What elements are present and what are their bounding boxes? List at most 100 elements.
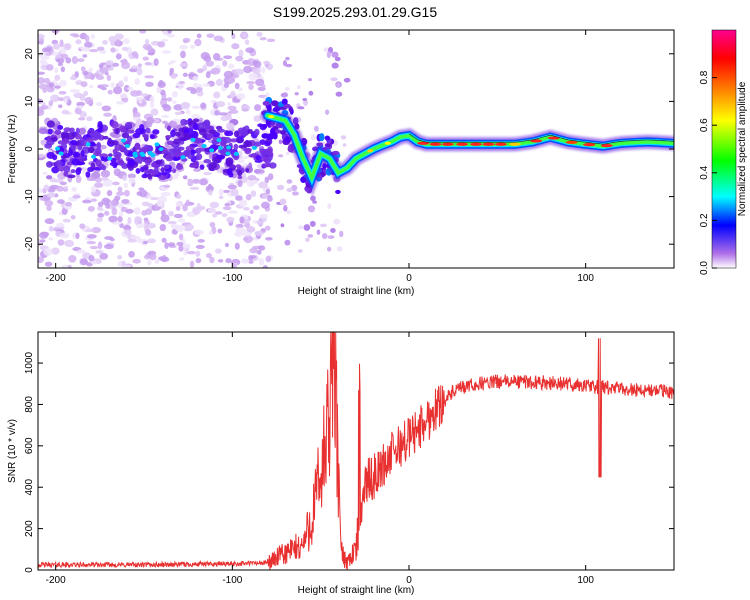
spectrogram-band-blob xyxy=(245,168,250,173)
spectrogram-noise-blob xyxy=(237,179,243,188)
spectrogram-band-blob xyxy=(46,135,51,142)
spectrogram-noise-blob xyxy=(117,215,123,223)
spectrogram-band-blob xyxy=(237,175,243,180)
spectrogram-noise-blob xyxy=(217,258,224,263)
spectrogram-noise-blob xyxy=(166,97,173,102)
spectrogram-noise-blob xyxy=(214,211,223,215)
spectrogram-noise-blob xyxy=(261,130,269,135)
spectrogram-noise-blob xyxy=(72,195,81,199)
spectrogram-noise-blob xyxy=(176,241,184,246)
spectrogram-noise-blob xyxy=(262,264,268,268)
spectrogram-noise-blob xyxy=(160,214,170,223)
spectrogram-noise-blob xyxy=(243,65,253,74)
spectrogram-noise-blob xyxy=(43,77,51,84)
spectrogram-noise-blob xyxy=(157,81,166,89)
spectrogram-band-blob xyxy=(115,127,120,135)
ridge-hotspot xyxy=(600,143,613,148)
spectrogram-band-peak xyxy=(180,155,186,160)
spectrogram-band-blob xyxy=(187,154,193,160)
spectrogram-noise-blob xyxy=(226,216,235,223)
spectrogram-noise-blob xyxy=(284,86,290,91)
spectrogram-band-peak xyxy=(124,143,130,148)
spectrogram-noise-blob xyxy=(294,92,299,96)
spectrogram-band-blob xyxy=(195,153,203,161)
spectrogram-band-blob xyxy=(160,167,165,173)
spectrogram-noise-blob xyxy=(88,254,95,262)
spectrogram-noise-blob xyxy=(45,46,52,53)
spectrogram-band-blob xyxy=(268,162,277,169)
spectrogram-noise-blob xyxy=(63,98,68,104)
ridge-hotspot xyxy=(429,142,442,146)
spectrogram-noise-blob xyxy=(44,200,54,207)
spectrogram-noise-blob xyxy=(243,206,250,211)
spectrogram-band-blob xyxy=(225,160,232,167)
spectrogram-noise-blob xyxy=(262,60,271,65)
spectrogram-noise-blob xyxy=(99,49,107,54)
spectrogram-noise-blob xyxy=(319,223,327,228)
spectrogram-band-peak xyxy=(120,138,126,143)
spectrogram-band-blob xyxy=(139,146,148,153)
spectrogram-noise-blob xyxy=(218,112,228,116)
spectrogram-noise-blob xyxy=(116,100,125,105)
spectrogram-noise-blob xyxy=(327,235,335,239)
spectrogram-noise-blob xyxy=(111,221,122,225)
spectrogram-noise-blob xyxy=(43,184,50,191)
spectrogram-noise-blob xyxy=(254,230,264,236)
spectrogram-noise-blob xyxy=(327,203,332,209)
colorbar-gradient xyxy=(711,29,737,269)
ridge-hotspot xyxy=(417,141,430,145)
spectrogram-noise-blob xyxy=(44,261,53,267)
colorbar-ticks: 0.0 0.2 0.4 0.6 0.8 xyxy=(699,70,717,275)
spectrogram-noise-blob xyxy=(254,104,262,112)
spectrogram-noise-blob xyxy=(110,47,116,53)
spectrogram-noise-blob xyxy=(142,240,148,245)
spectrogram-noise-blob xyxy=(242,163,248,167)
spectrogram-noise-blob xyxy=(340,135,347,140)
spectrogram-band-peak xyxy=(209,148,215,153)
spectrogram-noise-blob xyxy=(38,108,45,117)
spectrogram-noise-blob xyxy=(256,249,262,255)
spectrogram-noise-blob xyxy=(213,35,224,42)
spectrogram-band-blob xyxy=(98,123,104,131)
spectrogram-noise-blob xyxy=(119,93,128,99)
spectrogram-noise-blob xyxy=(54,85,61,89)
spectrogram-noise-blob xyxy=(141,210,148,216)
spectrogram-noise-blob xyxy=(182,203,188,212)
spectrogram-band-blob xyxy=(216,128,226,133)
spectrogram-band-peak xyxy=(58,151,64,156)
spectrogram-band-blob xyxy=(236,138,244,143)
spectrogram-noise-blob xyxy=(75,232,80,240)
colorbar-tick-label: 0.8 xyxy=(699,70,710,84)
snr-ytick-label: 0 xyxy=(24,567,35,573)
spectrogram-band-blob xyxy=(67,174,76,179)
spectrogram-noise-blob xyxy=(104,210,110,216)
spectrogram-noise-blob xyxy=(95,101,103,107)
spectrogram-noise-blob xyxy=(170,73,177,80)
spectrogram-noise-blob xyxy=(125,208,134,214)
spectrogram-noise-blob xyxy=(285,63,293,68)
spectrogram-noise-blob xyxy=(246,226,256,232)
spectrogram-noise-blob xyxy=(258,181,268,189)
spectrogram-noise-blob xyxy=(84,41,93,48)
spectrogram-noise-blob xyxy=(223,82,230,89)
spectrogram-noise-blob xyxy=(252,205,260,210)
spectrogram-noise-blob xyxy=(86,116,93,122)
spectrogram-noise-blob xyxy=(122,224,132,231)
spectrogram-noise-blob xyxy=(199,178,208,186)
spectrogram-noise-blob xyxy=(173,213,183,219)
spectrogram-branch-blob xyxy=(324,142,331,148)
figure-title: S199.2025.293.01.29.G15 xyxy=(273,4,437,20)
spectrogram-band-blob xyxy=(226,168,233,176)
spectrogram-noise-blob xyxy=(148,253,157,261)
spectrogram-band-blob xyxy=(69,127,75,133)
spectrogram-noise-blob xyxy=(214,248,222,254)
spectrogram-noise-blob xyxy=(192,75,199,82)
spectrogram-noise-blob xyxy=(84,35,90,43)
ridge-hotspot xyxy=(494,142,507,146)
ridge-contour xyxy=(408,133,674,145)
spectrogram-noise-blob xyxy=(169,67,175,73)
spectrogram-noise-blob xyxy=(258,257,265,266)
spectrogram-noise-blob xyxy=(96,217,103,223)
spectrogram-noise-blob xyxy=(117,186,123,192)
